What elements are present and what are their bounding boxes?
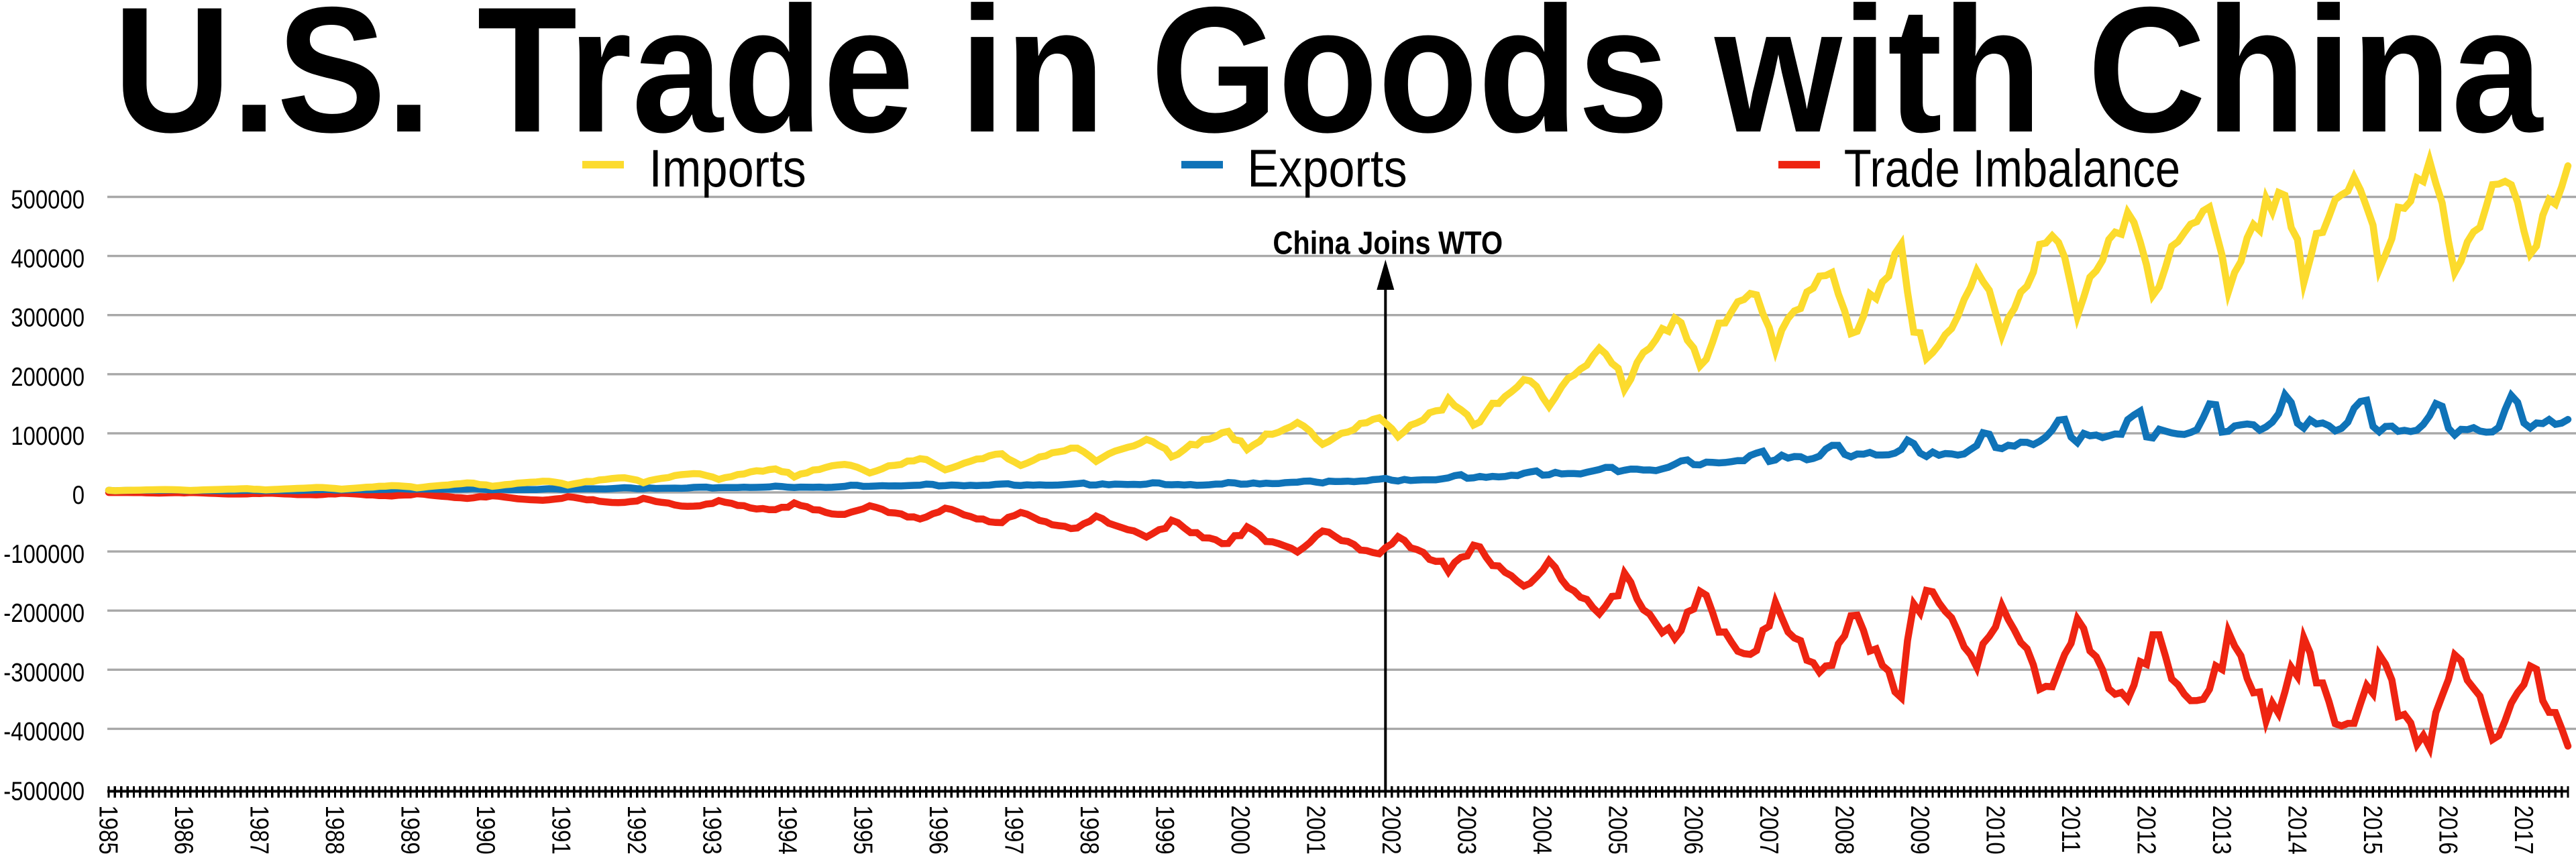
- svg-text:2000: 2000: [1226, 806, 1256, 855]
- svg-text:2010: 2010: [1981, 806, 2010, 855]
- svg-text:0: 0: [72, 480, 85, 509]
- svg-text:1997: 1997: [1000, 806, 1029, 855]
- svg-text:500000: 500000: [11, 184, 85, 214]
- svg-text:2017: 2017: [2509, 806, 2538, 855]
- svg-text:2006: 2006: [1679, 806, 1709, 855]
- svg-text:-400000: -400000: [3, 716, 85, 746]
- svg-text:2014: 2014: [2283, 806, 2312, 855]
- svg-text:1989: 1989: [396, 806, 425, 855]
- svg-text:2008: 2008: [1830, 806, 1860, 855]
- svg-text:100000: 100000: [11, 421, 85, 450]
- svg-text:2005: 2005: [1603, 806, 1633, 855]
- svg-text:2001: 2001: [1301, 806, 1331, 855]
- svg-text:Trade Imbalance: Trade Imbalance: [1844, 139, 2180, 198]
- svg-text:2016: 2016: [2434, 806, 2463, 855]
- svg-text:1991: 1991: [547, 806, 576, 855]
- svg-text:1998: 1998: [1075, 806, 1105, 855]
- svg-text:2012: 2012: [2132, 806, 2161, 855]
- svg-text:Exports: Exports: [1247, 138, 1407, 198]
- svg-text:China Joins WTO: China Joins WTO: [1273, 225, 1503, 262]
- svg-text:1995: 1995: [849, 806, 878, 855]
- svg-text:1992: 1992: [622, 806, 651, 855]
- svg-text:1993: 1993: [698, 806, 727, 855]
- svg-text:-100000: -100000: [3, 539, 85, 568]
- svg-text:400000: 400000: [11, 244, 85, 273]
- svg-text:300000: 300000: [11, 303, 85, 332]
- svg-text:1988: 1988: [320, 806, 350, 855]
- svg-text:2015: 2015: [2358, 806, 2387, 855]
- svg-text:Imports: Imports: [649, 138, 806, 198]
- svg-text:1999: 1999: [1150, 806, 1180, 855]
- svg-text:2003: 2003: [1452, 806, 1482, 855]
- svg-text:U.S. Trade in Goods with China: U.S. Trade in Goods with China: [113, 0, 2544, 170]
- svg-text:-200000: -200000: [3, 598, 85, 627]
- svg-text:1986: 1986: [169, 806, 199, 855]
- svg-text:1996: 1996: [924, 806, 953, 855]
- svg-text:2009: 2009: [1905, 806, 1935, 855]
- svg-text:200000: 200000: [11, 362, 85, 391]
- svg-text:2007: 2007: [1754, 806, 1784, 855]
- svg-text:-300000: -300000: [3, 657, 85, 687]
- svg-text:1994: 1994: [773, 806, 802, 855]
- svg-text:2011: 2011: [2056, 806, 2086, 853]
- svg-text:2013: 2013: [2207, 806, 2237, 855]
- svg-text:-500000: -500000: [3, 776, 85, 806]
- svg-text:2004: 2004: [1528, 806, 1558, 855]
- svg-text:1985: 1985: [94, 806, 123, 855]
- svg-text:1987: 1987: [245, 806, 274, 855]
- svg-text:1990: 1990: [471, 806, 500, 855]
- svg-text:2002: 2002: [1377, 806, 1407, 855]
